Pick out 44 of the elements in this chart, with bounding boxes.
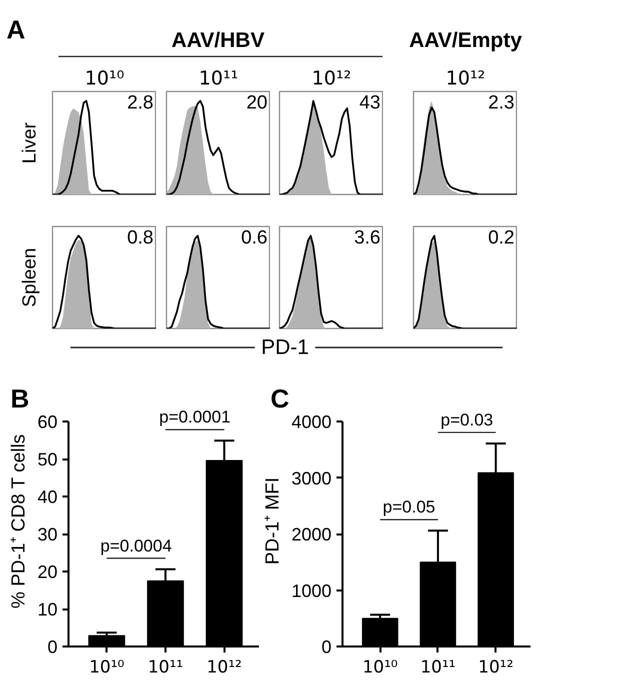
y-axis-title: PD-1⁺ MFI <box>262 477 284 565</box>
text: AAV/HBV <box>172 29 264 52</box>
y-tick-label: 60 <box>37 412 58 432</box>
chart-title: C <box>270 384 290 414</box>
text: A <box>6 14 26 44</box>
annotation: p=0.0004 <box>100 536 172 556</box>
annotation: 0.6 <box>241 228 268 248</box>
y-tick-label: 0 <box>321 637 332 657</box>
y-axis-title: % PD-1⁺ CD8 T cells <box>8 434 30 608</box>
chart-title: 10¹² <box>312 68 352 90</box>
x-tick-label: 10¹¹ <box>420 658 456 678</box>
annotation: p=0.03 <box>440 410 494 430</box>
annotation: 20 <box>246 92 268 114</box>
x-tick-label: 10¹² <box>206 658 242 678</box>
y-tick-label: 20 <box>37 562 58 582</box>
x-tick-label: 10¹¹ <box>148 658 184 678</box>
text: PD-1 <box>261 336 309 359</box>
y-tick-label: 4000 <box>291 412 332 432</box>
y-tick-label: 3000 <box>291 468 332 488</box>
annotation: 0.8 <box>127 228 154 248</box>
y-axis-title: Liver <box>20 122 40 164</box>
chart-title: B <box>10 384 30 414</box>
annotation: 2.3 <box>488 92 515 114</box>
x-tick-label: 10¹² <box>478 658 514 678</box>
text: AAV/Empty <box>409 29 522 52</box>
y-tick-label: 10 <box>37 600 58 620</box>
y-tick-label: 0 <box>47 637 58 657</box>
y-tick-label: 1000 <box>291 580 332 601</box>
x-tick-label: 10¹⁰ <box>362 658 398 678</box>
annotation: 0.2 <box>488 228 515 248</box>
x-tick-label: 10¹⁰ <box>89 658 125 678</box>
y-tick-label: 40 <box>37 487 58 507</box>
annotation: 43 <box>359 92 381 114</box>
annotation: 2.8 <box>127 92 154 114</box>
y-tick-label: 2000 <box>291 524 332 544</box>
annotation: 3.6 <box>354 228 381 248</box>
chart-title: 10¹⁰ <box>84 68 124 90</box>
annotation: p=0.05 <box>382 498 436 517</box>
chart-title: 10¹² <box>446 68 486 90</box>
y-tick-label: 30 <box>37 524 58 544</box>
chart-title: 10¹¹ <box>198 68 238 90</box>
y-tick-label: 50 <box>37 450 58 470</box>
y-axis-title: Spleen <box>20 248 40 308</box>
annotation: p=0.0001 <box>159 408 231 427</box>
